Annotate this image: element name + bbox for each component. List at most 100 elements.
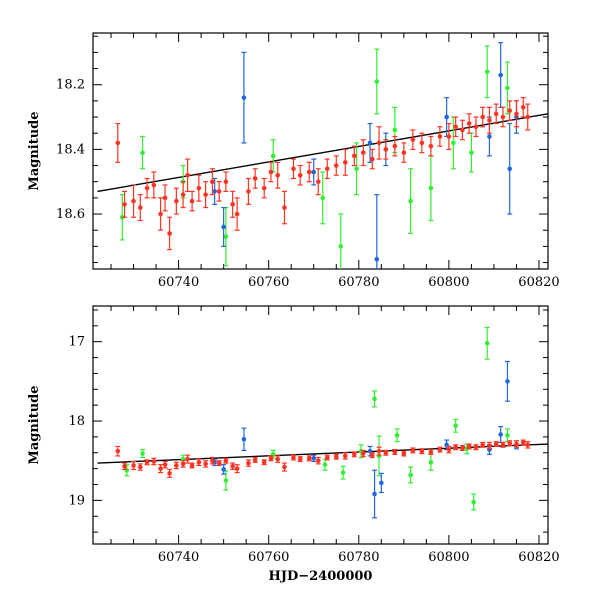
data-point bbox=[297, 456, 303, 462]
trend-line bbox=[97, 443, 548, 464]
data-point bbox=[333, 163, 339, 168]
x-tick-label: 60820 bbox=[518, 275, 559, 290]
data-point bbox=[466, 121, 472, 126]
x-tick-label: 60740 bbox=[158, 275, 199, 290]
data-point bbox=[216, 460, 222, 466]
data-point bbox=[291, 166, 296, 172]
data-point bbox=[360, 451, 366, 456]
data-point bbox=[520, 440, 526, 445]
data-point bbox=[419, 140, 425, 146]
data-point bbox=[370, 452, 375, 458]
data-point bbox=[180, 461, 186, 467]
data-point bbox=[140, 451, 145, 456]
data-point bbox=[473, 444, 479, 450]
data-point bbox=[374, 257, 380, 262]
data-point bbox=[210, 179, 215, 185]
data-point bbox=[342, 453, 348, 459]
data-point bbox=[221, 224, 226, 230]
data-point bbox=[480, 442, 485, 448]
data-point bbox=[498, 432, 503, 437]
data-point bbox=[320, 195, 326, 201]
data-point bbox=[115, 140, 121, 146]
data-point bbox=[131, 463, 136, 468]
data-point bbox=[333, 454, 339, 460]
data-point bbox=[487, 117, 492, 123]
data-point bbox=[138, 464, 143, 470]
data-point bbox=[306, 169, 312, 175]
data-point bbox=[505, 379, 510, 384]
data-point bbox=[480, 114, 485, 120]
data-point bbox=[297, 172, 303, 178]
data-point bbox=[498, 72, 503, 78]
data-point bbox=[246, 460, 251, 466]
data-point bbox=[505, 85, 510, 91]
data-point bbox=[270, 153, 276, 159]
data-point bbox=[372, 396, 377, 402]
data-point bbox=[162, 195, 168, 201]
data-point bbox=[282, 464, 287, 470]
data-point bbox=[507, 108, 513, 113]
data-point bbox=[338, 244, 344, 249]
data-point bbox=[167, 231, 172, 236]
data-point bbox=[514, 441, 519, 447]
data-point bbox=[446, 134, 452, 139]
data-point bbox=[203, 461, 208, 467]
y-axis-title: Magnitude bbox=[27, 111, 42, 190]
data-point bbox=[487, 443, 492, 448]
data-point bbox=[410, 137, 416, 142]
data-point bbox=[410, 448, 416, 453]
data-point bbox=[185, 456, 190, 462]
data-point bbox=[460, 445, 465, 451]
data-point bbox=[473, 124, 479, 130]
data-point bbox=[374, 79, 380, 84]
data-point bbox=[351, 153, 357, 159]
data-point bbox=[324, 455, 330, 460]
data-point bbox=[500, 114, 506, 120]
data-point bbox=[185, 172, 190, 178]
data-point bbox=[376, 448, 382, 454]
data-point bbox=[437, 134, 443, 139]
data-point bbox=[203, 192, 208, 197]
data-point bbox=[379, 480, 384, 486]
plot-area bbox=[97, 326, 548, 519]
data-point bbox=[223, 478, 229, 483]
data-point bbox=[525, 442, 531, 448]
data-point bbox=[167, 471, 172, 476]
data-point bbox=[230, 463, 235, 469]
data-point bbox=[383, 147, 389, 152]
trend-line bbox=[97, 113, 548, 193]
data-point bbox=[394, 433, 400, 438]
y-tick-label: 17 bbox=[68, 335, 85, 350]
data-point bbox=[484, 69, 490, 75]
y-tick-label: 19 bbox=[68, 493, 85, 508]
y-axis-title: Magnitude bbox=[27, 385, 42, 464]
data-point bbox=[354, 166, 359, 172]
x-tick-label: 60780 bbox=[338, 275, 379, 290]
data-point bbox=[291, 455, 296, 460]
data-point bbox=[223, 458, 229, 464]
data-point bbox=[158, 466, 163, 471]
data-point bbox=[392, 449, 398, 455]
data-point bbox=[268, 456, 274, 461]
data-point bbox=[408, 198, 413, 204]
data-point bbox=[507, 166, 513, 172]
data-point bbox=[144, 185, 150, 191]
data-point bbox=[282, 205, 287, 210]
x-tick-label: 60800 bbox=[428, 550, 469, 565]
data-point bbox=[311, 169, 317, 175]
data-point bbox=[507, 440, 513, 446]
data-point bbox=[174, 198, 179, 204]
y-tick-label: 18.2 bbox=[56, 78, 85, 93]
data-point bbox=[451, 140, 456, 146]
data-point bbox=[221, 467, 226, 472]
data-point bbox=[370, 156, 375, 162]
data-point bbox=[162, 462, 168, 467]
data-point bbox=[189, 463, 195, 468]
data-point bbox=[487, 134, 492, 139]
top-panel: 60740 60760 60780 60800 60820 18.2 18.4 18.6 Mag… bbox=[27, 32, 560, 290]
y-tick-label: 18 bbox=[68, 414, 85, 429]
plot-frame bbox=[92, 32, 549, 270]
data-point bbox=[471, 499, 476, 505]
data-point bbox=[367, 140, 373, 146]
